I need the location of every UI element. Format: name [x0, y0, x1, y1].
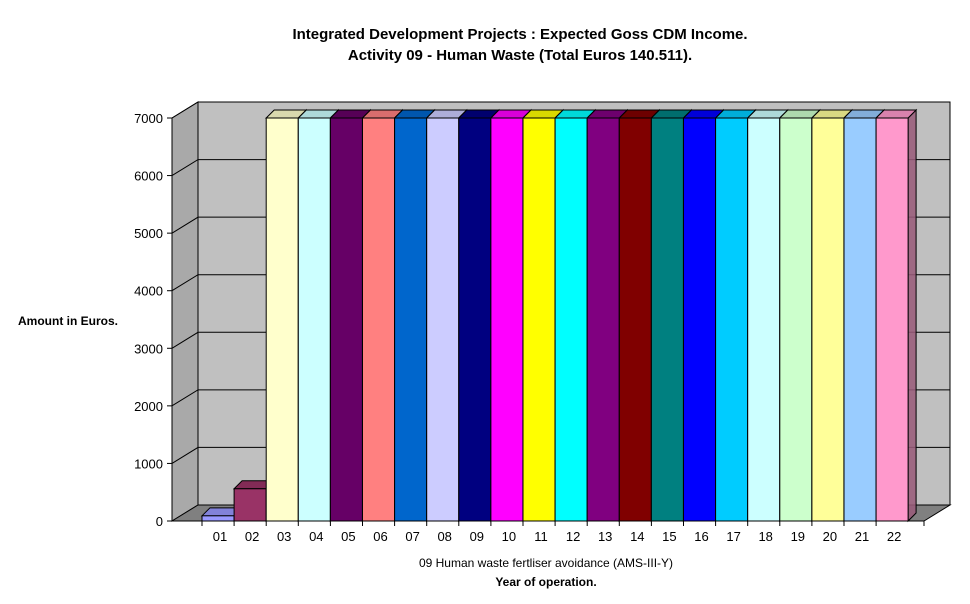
- bar-front: [554, 117, 588, 522]
- bar-top-shade: [876, 110, 917, 118]
- bar-top-shade: [844, 110, 884, 118]
- bar-top-shade: [683, 110, 724, 118]
- y-tick-label: 6000: [134, 169, 163, 184]
- y-tick-label: 1000: [134, 456, 163, 471]
- bar-front: [843, 117, 877, 522]
- bar-front: [362, 117, 395, 522]
- bar-top-shade: [523, 110, 563, 118]
- bar-front: [811, 117, 845, 522]
- bar-top-shade: [330, 110, 371, 118]
- x-axis-ticks: 01 02 03 04 05 06 07 08 09 10 11 12 13 14 15 16 17 18 19 20…: [172, 520, 925, 544]
- x-tick-label: 12: [566, 529, 580, 544]
- x-tick-label: 11: [534, 529, 548, 544]
- bar-top-shade: [298, 110, 339, 118]
- bar-side-shade: [908, 110, 917, 521]
- bar-top-shade: [490, 110, 531, 118]
- chart-subtitle: Activity 09 - Human Waste (Total Euros 1…: [347, 47, 693, 64]
- x-tick-label: 15: [662, 529, 676, 544]
- bar-front: [426, 117, 460, 522]
- x-tick-label: 10: [502, 529, 516, 544]
- bar-top-shade: [555, 110, 596, 118]
- bar-front: [265, 117, 299, 522]
- bar-front: [650, 117, 684, 522]
- bar-front: [875, 117, 909, 522]
- y-tick-label: 3000: [134, 341, 163, 356]
- bar-front: [618, 117, 652, 522]
- x-tick-label: 14: [630, 529, 644, 544]
- x-tick-label: 05: [341, 529, 355, 544]
- bar-top-shade: [426, 110, 467, 118]
- bar: [874, 108, 918, 523]
- x-tick-label: 19: [791, 529, 805, 544]
- y-tick-label: 2000: [134, 399, 163, 414]
- x-tick-label: 17: [726, 529, 740, 544]
- bar-front: [779, 117, 813, 522]
- bar-top-shade: [266, 110, 307, 118]
- x-axis-series-label: 09 Human waste fertliser avoidance (AMS-…: [418, 556, 674, 570]
- y-tick-label: 0: [156, 514, 163, 529]
- bar-top-shade: [587, 110, 628, 118]
- bar-front: [233, 488, 267, 522]
- bar-front: [715, 117, 749, 522]
- bar-top-shade: [747, 110, 788, 118]
- x-tick-label: 13: [598, 529, 612, 544]
- bar-front: [747, 117, 781, 522]
- y-tick-label: 5000: [134, 226, 163, 241]
- x-tick-label: 02: [245, 529, 259, 544]
- x-tick-label: 07: [405, 529, 419, 544]
- x-tick-label: 09: [470, 529, 484, 544]
- bar-top-shade: [779, 110, 820, 118]
- bar-top-shade: [458, 110, 499, 118]
- gridline: [171, 101, 950, 119]
- bar-top-shade: [651, 110, 692, 118]
- bar-front: [586, 117, 620, 522]
- bar-front: [297, 117, 331, 522]
- bar-front: [458, 117, 492, 522]
- side-wall: [171, 101, 199, 522]
- y-axis-ticks: 0 1000 2000 3000 4000 5000 6000 7000: [134, 111, 173, 529]
- y-axis-label: Amount in Euros.: [18, 314, 118, 328]
- bar-top-shade: [362, 110, 403, 118]
- bar-front: [394, 117, 428, 522]
- x-tick-label: 22: [887, 529, 901, 544]
- x-tick-label: 16: [694, 529, 708, 544]
- x-tick-label: 21: [855, 529, 869, 544]
- bar-front: [683, 117, 716, 522]
- bar-top-shade: [394, 110, 435, 118]
- bar-top-shade: [202, 507, 242, 516]
- bar-front: [522, 117, 556, 522]
- bar-top-shade: [811, 110, 852, 118]
- chart-title: Integrated Development Projects : Expect…: [292, 26, 748, 43]
- x-tick-label: 18: [758, 529, 772, 544]
- bar-top-shade: [715, 110, 756, 118]
- x-tick-label: 03: [277, 529, 291, 544]
- x-tick-label: 01: [213, 529, 227, 544]
- bars: [200, 108, 918, 523]
- x-tick-label: 06: [373, 529, 387, 544]
- x-tick-label: 08: [437, 529, 451, 544]
- x-tick-label: 20: [823, 529, 837, 544]
- x-tick-label: 04: [309, 529, 323, 544]
- x-axis-label: Year of operation.: [495, 575, 597, 589]
- bar-front: [201, 515, 235, 522]
- y-tick-label: 7000: [134, 111, 163, 126]
- bar-top-shade: [619, 110, 660, 118]
- bar-front: [490, 117, 524, 522]
- bar-top-shade: [234, 480, 275, 489]
- bar-front: [329, 117, 363, 522]
- y-tick-label: 4000: [134, 284, 163, 299]
